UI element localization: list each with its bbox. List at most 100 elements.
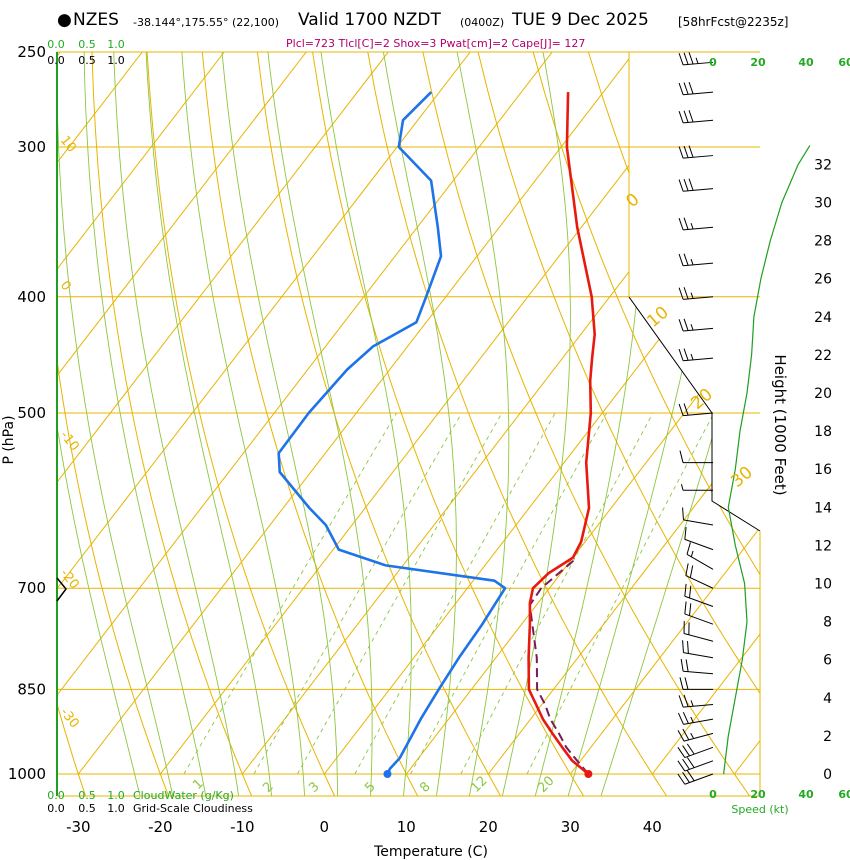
wind-barb (678, 81, 714, 96)
wind-barb-feather (688, 52, 694, 65)
wind-barb-staff (683, 519, 714, 526)
wind-barb-staff (684, 773, 714, 785)
wind-barb-feather (687, 641, 689, 654)
wind-barb-feather (678, 348, 684, 361)
traces (277, 91, 597, 778)
valid-date: TUE 9 Dec 2025 (512, 10, 649, 30)
wind-barb-feather (683, 52, 689, 65)
speed-tick-top: 40 (798, 56, 814, 69)
dry-adiabat-line (201, 52, 420, 796)
cloudwater-tick-bottom: 0.0 (47, 789, 65, 802)
wind-barb (683, 621, 714, 642)
dry-adiabat-line (422, 52, 753, 796)
wind-barb-feather (678, 695, 684, 708)
wind-barb (677, 711, 714, 725)
wind-barb-feather (685, 659, 689, 672)
wind-barb-feather (690, 324, 694, 331)
wind-barb-feather (680, 658, 684, 672)
forecast-info: [58hrFcst@2235z] (678, 15, 789, 29)
pressure-tick-label: 850 (17, 680, 46, 698)
moist-adiabat-line (501, 52, 571, 796)
wind-barb-feather (682, 711, 689, 724)
wind-barb-feather (683, 318, 689, 331)
wind-barb (678, 110, 714, 124)
speed-axis-label: Speed (kt) (731, 803, 788, 816)
valid-time: Valid 1700 NZDT (298, 10, 441, 30)
wind-barb-feather (682, 745, 690, 757)
wind-barb-feather (682, 728, 690, 741)
wind-barb-feather (690, 732, 695, 739)
pressure-tick-label: 1000 (8, 765, 46, 783)
wind-barb-feather (690, 700, 694, 707)
speed-tick-top: 0 (709, 56, 717, 69)
wind-barb-feather (678, 217, 684, 231)
speed-tick-top: 60 (838, 56, 850, 69)
speed-tick-bottom: 0 (709, 788, 717, 801)
mixing-ratio-label: 12 (468, 774, 490, 796)
dry-adiabat-line (312, 52, 587, 796)
wind-barb-feather (677, 730, 685, 742)
dry-adiabat-line (146, 52, 337, 796)
temperature-tick-label: 20 (479, 818, 498, 836)
height-tick-label: 8 (823, 615, 832, 631)
wind-barb (678, 318, 714, 332)
wind-barb (680, 658, 714, 675)
dry-adiabat-line (477, 52, 760, 796)
mixing-ratio-label: 2 (260, 779, 276, 795)
wind-barb (678, 178, 714, 192)
wind-barb-feather (678, 53, 684, 66)
isotherm-line (57, 52, 225, 775)
wind-barb-feather (683, 178, 689, 191)
temperature-trace (527, 92, 597, 776)
speed-tick-top: 20 (750, 56, 766, 69)
wind-barb-feather (689, 565, 694, 578)
height-tick-label: 6 (823, 653, 832, 669)
speed-tick-bottom: 40 (798, 788, 814, 801)
wind-barb (677, 770, 714, 785)
wind-barb-feather (684, 583, 687, 597)
wind-barb-feather (682, 758, 690, 770)
cloudiness-tick-bottom: 0.5 (78, 802, 96, 815)
height-tick-label: 12 (814, 538, 832, 554)
temperature-tick-label: 30 (561, 818, 580, 836)
height-tick-label: 28 (814, 234, 832, 250)
wind-barb-feather (684, 527, 687, 540)
isotherm-label: -30 (57, 705, 82, 731)
cloudiness-tick-bottom: 0.0 (47, 802, 65, 815)
dewpoint-trace (277, 91, 507, 775)
temperature-tick-label: 10 (397, 818, 416, 836)
wind-barb-feather (690, 258, 694, 266)
height-tick-label: 16 (814, 462, 832, 478)
height-tick-label: 4 (823, 691, 832, 707)
station-id: NZES (73, 10, 119, 30)
cloudwater-tick-top: 0.5 (78, 38, 96, 51)
wind-barb-feather (683, 694, 689, 707)
legend-cloudiness: Grid-Scale Cloudiness (133, 802, 253, 815)
dry-adiabat-label: 0 (622, 190, 643, 212)
wind-barb-feather (683, 110, 689, 123)
wind-barb-feather (683, 348, 689, 361)
dry-adiabat-line (57, 52, 171, 796)
mixing-ratio-label: 20 (535, 774, 557, 796)
moist-adiabat-line (57, 52, 142, 796)
wind-barb (679, 450, 713, 464)
temperature-tick-label: -20 (148, 818, 173, 836)
height-axis-label: Height (1000 Feet) (771, 354, 789, 495)
mixing-ratio-line (253, 412, 463, 775)
moist-adiabat-line (83, 52, 207, 796)
mixing-ratio-line (460, 412, 654, 775)
pressure-tick-label: 500 (17, 404, 46, 422)
wind-barb-feather (678, 253, 684, 266)
wind-barb-feather (686, 757, 695, 768)
wind-barb (678, 287, 714, 300)
wind-barb-feather (678, 287, 684, 300)
wind-barb (679, 677, 713, 690)
wind-barb-feather (688, 178, 694, 191)
mixing-ratio-label: 5 (362, 779, 378, 795)
mixing-ratio-label: 3 (306, 779, 322, 795)
moist-adiabat-line (57, 52, 175, 796)
cloudwater-tick-bottom: 1.0 (107, 789, 125, 802)
wind-barb-feather (684, 677, 689, 690)
dry-adiabat-line (91, 52, 254, 796)
